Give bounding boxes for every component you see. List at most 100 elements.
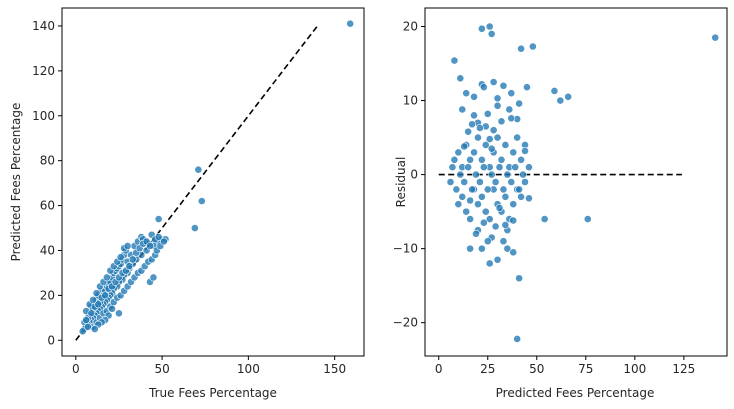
x-tick-label: 150 [323, 362, 346, 376]
data-point [487, 170, 496, 179]
data-point [452, 185, 461, 194]
data-point [513, 133, 522, 142]
data-point [511, 163, 520, 172]
data-point [194, 165, 203, 174]
data-point [525, 194, 533, 203]
data-point [499, 237, 508, 246]
data-point [493, 133, 502, 142]
data-point [481, 207, 490, 216]
y-tick-label: −20 [393, 316, 418, 330]
x-tick-label: 0 [435, 362, 443, 376]
data-point [94, 300, 103, 309]
data-point [499, 81, 508, 90]
data-point [450, 155, 459, 164]
data-point [190, 224, 199, 232]
data-point [466, 196, 475, 205]
data-point [489, 126, 498, 135]
y-tick-label: 80 [40, 154, 55, 168]
scatter-points [446, 22, 720, 343]
data-point [466, 215, 475, 223]
data-point [485, 135, 494, 143]
y-tick-label: 40 [40, 243, 55, 257]
data-point [458, 192, 467, 201]
data-point [92, 289, 101, 298]
data-point [483, 109, 492, 118]
data-point [528, 42, 537, 51]
data-point [491, 178, 500, 186]
data-point [479, 163, 488, 172]
data-point [87, 309, 96, 318]
data-point [485, 259, 494, 268]
data-point [466, 155, 475, 164]
data-point [346, 19, 355, 28]
data-point [479, 83, 488, 92]
data-point [487, 144, 496, 153]
data-point [497, 155, 506, 164]
data-point [519, 170, 527, 179]
data-point [483, 237, 492, 246]
data-point [711, 33, 720, 42]
data-point [197, 197, 206, 205]
data-point [521, 178, 529, 186]
data-point [509, 216, 518, 225]
data-point [477, 244, 486, 253]
x-tick-label: 100 [237, 362, 260, 376]
data-point [456, 74, 465, 83]
data-point [477, 155, 486, 164]
data-point [507, 114, 516, 123]
data-point [540, 215, 549, 223]
data-point [515, 274, 524, 283]
y-axis-label: Residual [394, 157, 408, 208]
data-point [102, 273, 111, 282]
data-point [501, 221, 510, 229]
y-tick-label: 120 [32, 64, 55, 78]
data-point [83, 322, 92, 331]
y-tick-label: 140 [32, 19, 55, 33]
y-tick-label: 0 [410, 168, 418, 182]
residual-plot: 0 25 50 75 100 125 −20 −10 0 10 20 Predicted Fees … [393, 7, 728, 400]
data-point [82, 316, 91, 324]
data-point [468, 185, 476, 194]
data-point [507, 178, 516, 186]
data-point [550, 87, 559, 95]
data-point [503, 170, 512, 179]
data-point [509, 200, 518, 209]
data-point [470, 148, 478, 157]
data-point [485, 22, 494, 31]
ticks: 0 50 100 150 0 20 40 60 80 100 120 140 [32, 19, 346, 376]
data-point [495, 204, 504, 212]
data-point [448, 163, 457, 172]
data-point [474, 133, 482, 142]
scatter-points [78, 19, 355, 336]
y-axis-label: Predicted Fees Percentage [9, 103, 23, 262]
data-point [491, 222, 500, 231]
data-point [149, 273, 158, 282]
data-point [466, 244, 475, 253]
data-point [505, 105, 514, 114]
data-point [493, 101, 502, 110]
data-point [564, 92, 573, 101]
data-point [525, 163, 533, 172]
data-point [485, 215, 494, 223]
data-point [472, 229, 480, 238]
data-point [507, 89, 516, 98]
data-point [515, 185, 524, 194]
data-point [556, 96, 565, 105]
data-point [483, 185, 492, 194]
x-tick-label: 100 [623, 362, 646, 376]
data-point [125, 262, 134, 271]
data-point [116, 253, 125, 262]
data-point [583, 215, 592, 223]
data-point [517, 192, 525, 201]
data-point [90, 325, 99, 333]
x-tick-label: 50 [529, 362, 544, 376]
data-point [523, 83, 531, 92]
data-point [454, 200, 463, 209]
data-point [476, 124, 484, 132]
x-tick-label: 125 [672, 362, 695, 376]
data-point [460, 178, 469, 186]
data-point [521, 147, 529, 155]
data-point [503, 244, 512, 253]
data-point [456, 170, 465, 179]
data-point [128, 255, 137, 264]
